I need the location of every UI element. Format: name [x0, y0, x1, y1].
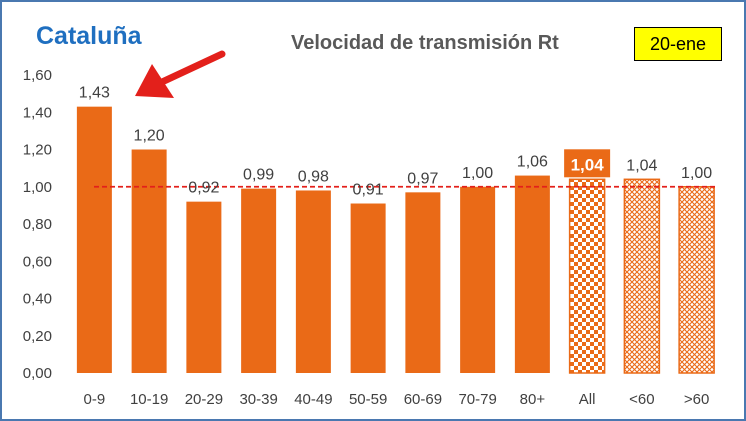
x-tick-label: 0-9 — [84, 391, 106, 408]
x-tick-label: 60-69 — [404, 391, 442, 408]
x-tick-label: 80+ — [520, 391, 546, 408]
x-tick-label: <60 — [629, 391, 654, 408]
bar — [76, 106, 112, 373]
bar — [460, 186, 496, 373]
x-axis: 0-9 10-19 20-29 30-39 40-49 50-59 60-69 70-79 80… — [84, 391, 710, 408]
bar — [241, 188, 277, 373]
y-tick-label: 0,00 — [23, 365, 52, 382]
bar — [350, 203, 386, 373]
y-tick-label: 1,60 — [23, 67, 52, 84]
y-tick-label: 1,20 — [23, 142, 52, 159]
bar — [131, 149, 167, 373]
y-tick-label: 1,00 — [23, 179, 52, 196]
value-labels: 1,43 1,20 0,92 0,99 0,98 0,91 0,97 1,00 1,06 1,04… — [79, 85, 712, 199]
value-label: 1,06 — [517, 154, 548, 171]
y-axis: 0,00 0,20 0,40 0,60 0,80 1,00 1,20 1,40 1,60 — [23, 67, 52, 382]
x-tick-label: 40-49 — [294, 391, 332, 408]
y-tick-label: 0,20 — [23, 328, 52, 345]
bar — [514, 175, 550, 373]
bar — [568, 178, 606, 374]
region-label: Cataluña — [36, 22, 142, 50]
highlight-label-box — [564, 149, 611, 178]
value-label: 1,20 — [134, 128, 165, 145]
bar — [295, 190, 331, 373]
x-tick-label: >60 — [684, 391, 709, 408]
chart-title: Velocidad de transmisión Rt — [291, 32, 559, 54]
annotation-arrow — [135, 50, 226, 98]
x-tick-label: 50-59 — [349, 391, 387, 408]
date-badge: 20-ene — [634, 27, 722, 61]
value-label: 0,99 — [243, 167, 274, 184]
bars — [76, 106, 715, 374]
x-tick-label: All — [579, 391, 596, 408]
bar — [405, 192, 441, 373]
value-label: 1,00 — [462, 165, 493, 182]
value-label: 1,04 — [571, 155, 605, 174]
value-label: 1,04 — [626, 157, 657, 174]
bar — [186, 201, 222, 373]
x-tick-label: 20-29 — [185, 391, 223, 408]
x-tick-label: 70-79 — [458, 391, 496, 408]
x-tick-label: 10-19 — [130, 391, 168, 408]
value-label: 0,97 — [407, 170, 438, 187]
value-label: 1,43 — [79, 85, 110, 102]
y-tick-label: 1,40 — [23, 104, 52, 121]
bar — [678, 186, 715, 374]
y-tick-label: 0,80 — [23, 216, 52, 233]
value-label: 0,98 — [298, 168, 329, 185]
x-tick-label: 30-39 — [239, 391, 277, 408]
value-label: 0,91 — [353, 182, 384, 199]
bar — [623, 178, 661, 374]
value-label: 0,92 — [188, 180, 219, 197]
value-label: 1,00 — [681, 165, 712, 182]
y-tick-label: 0,40 — [23, 291, 52, 308]
y-tick-label: 0,60 — [23, 253, 52, 270]
